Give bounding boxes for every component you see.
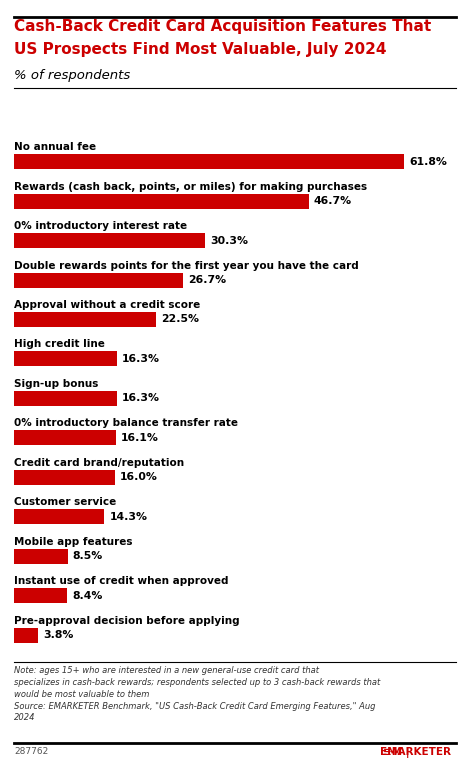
Text: 3.8%: 3.8% (43, 630, 73, 640)
Bar (14, 430, 116, 445)
Text: 16.3%: 16.3% (122, 354, 160, 364)
Bar (14, 233, 205, 248)
Text: 16.0%: 16.0% (120, 472, 158, 482)
Text: 0% introductory balance transfer rate: 0% introductory balance transfer rate (14, 419, 238, 429)
Text: 16.1%: 16.1% (121, 433, 159, 443)
Bar (14, 351, 117, 367)
Text: 61.8%: 61.8% (409, 157, 447, 167)
Bar (14, 391, 117, 406)
Text: 30.3%: 30.3% (211, 235, 248, 245)
Text: 16.3%: 16.3% (122, 393, 160, 403)
Text: Customer service: Customer service (14, 497, 117, 507)
Bar (14, 549, 68, 564)
Bar (14, 273, 183, 287)
Text: Pre-approval decision before applying: Pre-approval decision before applying (14, 616, 240, 626)
Bar (14, 312, 156, 327)
Text: Cash-Back Credit Card Acquisition Features That: Cash-Back Credit Card Acquisition Featur… (14, 19, 431, 34)
Text: % of respondents: % of respondents (14, 69, 130, 82)
Text: Double rewards points for the first year you have the card: Double rewards points for the first year… (14, 261, 359, 270)
Text: Instant use of credit when approved: Instant use of credit when approved (14, 576, 228, 586)
Text: 287762: 287762 (14, 747, 48, 756)
Text: 0% introductory interest rate: 0% introductory interest rate (14, 221, 187, 231)
Bar (14, 470, 115, 485)
Bar (14, 193, 309, 209)
Text: Approval without a credit score: Approval without a credit score (14, 300, 200, 310)
Text: Note: ages 15+ who are interested in a new general-use credit card that
speciali: Note: ages 15+ who are interested in a n… (14, 666, 380, 723)
Text: Sign-up bonus: Sign-up bonus (14, 379, 99, 389)
Text: High credit line: High credit line (14, 339, 105, 349)
Text: 8.5%: 8.5% (73, 552, 103, 562)
Text: Credit card brand/reputation: Credit card brand/reputation (14, 458, 184, 468)
Text: 22.5%: 22.5% (161, 315, 199, 325)
Bar (14, 628, 38, 643)
Text: Mobile app features: Mobile app features (14, 537, 133, 547)
Text: 8.4%: 8.4% (72, 591, 102, 601)
Bar (14, 510, 104, 524)
Text: ≡M |: ≡M | (383, 747, 410, 758)
Bar (14, 588, 67, 604)
Text: EMARKETER: EMARKETER (380, 747, 451, 757)
Text: US Prospects Find Most Valuable, July 2024: US Prospects Find Most Valuable, July 20… (14, 42, 387, 57)
Text: 26.7%: 26.7% (188, 275, 226, 285)
Bar (14, 154, 404, 169)
Text: No annual fee: No annual fee (14, 142, 96, 152)
Text: Rewards (cash back, points, or miles) for making purchases: Rewards (cash back, points, or miles) fo… (14, 182, 367, 192)
Text: 14.3%: 14.3% (110, 512, 148, 522)
Text: 46.7%: 46.7% (314, 196, 352, 206)
